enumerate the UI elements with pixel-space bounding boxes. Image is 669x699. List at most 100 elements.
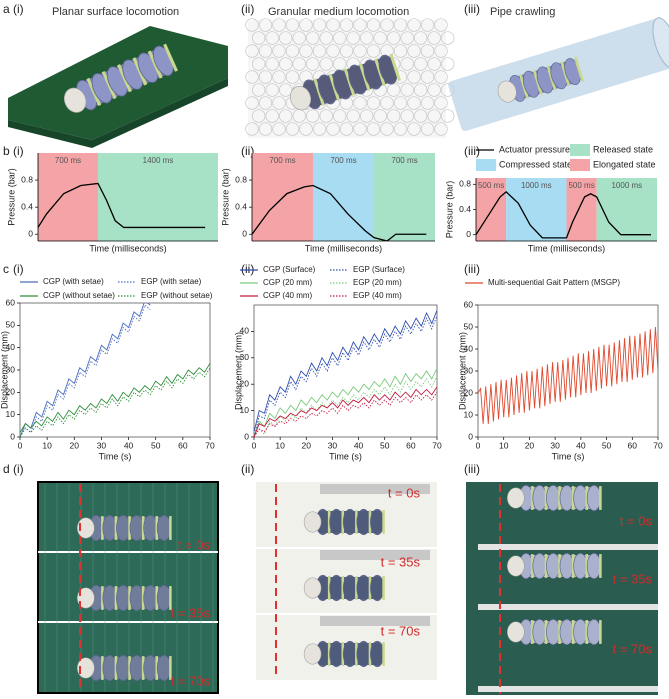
grain — [299, 18, 313, 32]
robot-ring — [328, 73, 341, 101]
x-tick-label: 10 — [499, 440, 509, 450]
data-line — [20, 363, 210, 433]
grain — [333, 109, 347, 123]
robot-tip — [290, 85, 312, 111]
x-tick-label: 30 — [550, 440, 560, 450]
robot-segment — [586, 552, 602, 580]
x-axis-label: Time (s) — [99, 451, 132, 461]
grain — [272, 70, 286, 84]
chart: (i) 0 10 20 30 40 50 60 0 10 20 30 40 50 60 70 Time (s) D… — [0, 262, 215, 461]
robot-tip — [497, 80, 517, 103]
data-line — [254, 386, 437, 437]
grain — [393, 44, 408, 58]
grain — [427, 83, 441, 97]
region-label: 1000 ms — [611, 181, 642, 190]
robot-ring — [343, 68, 356, 96]
grain — [427, 31, 441, 45]
robot — [77, 514, 172, 542]
legend-label: Compressed state — [499, 159, 572, 169]
robot-ring — [155, 656, 159, 680]
grain — [252, 57, 266, 71]
grain — [407, 18, 421, 32]
robot-tip — [507, 487, 525, 509]
legend-label: EGP (20 mm) — [353, 278, 402, 287]
robot-ring — [101, 586, 104, 610]
sub-label: (ii) — [241, 2, 254, 16]
x-tick-label: 30 — [328, 440, 338, 450]
x-tick-label: 70 — [653, 440, 663, 450]
x-tick-label: 20 — [302, 440, 312, 450]
grain — [366, 122, 381, 136]
robot-ring — [368, 642, 372, 666]
time-label: t = 0s — [620, 513, 653, 528]
data-line — [252, 184, 427, 241]
panel-letter: c — [3, 262, 9, 276]
robot-ring — [374, 58, 386, 87]
state-region — [596, 178, 657, 241]
grain — [252, 109, 266, 123]
state-region — [98, 153, 218, 241]
region-label: 700 ms — [391, 156, 417, 165]
robot — [303, 640, 385, 668]
robot-segment — [356, 574, 371, 602]
grain — [434, 122, 448, 136]
robot-ring — [327, 576, 331, 600]
y-tick-label: 20 — [464, 387, 474, 397]
grain — [258, 122, 273, 136]
grain — [387, 109, 401, 123]
robot-ring — [518, 74, 529, 99]
region-label: 1000 ms — [521, 181, 552, 190]
x-tick-label: 20 — [70, 440, 80, 450]
grain — [407, 44, 421, 58]
robot-ring — [546, 65, 557, 91]
robot-segment — [559, 484, 574, 512]
charts: (i) 700 ms 1400 ms 0 0.4 0.8 Time (millisecond… — [0, 144, 663, 461]
state-region — [38, 153, 98, 241]
legend-label: CGP (with setae) — [43, 277, 104, 286]
data-line — [38, 182, 206, 229]
sub-label: (i) — [13, 462, 24, 476]
robot — [507, 552, 602, 580]
grain — [353, 122, 367, 136]
robot-segment — [342, 640, 358, 668]
photo-labels: t = 0s t = 35s t = 70s t = 0s t = 35s t … — [171, 485, 653, 688]
grain — [312, 122, 327, 136]
legend-label: CGP (20 mm) — [263, 278, 313, 287]
robot-ring — [558, 620, 561, 644]
y-tick-label: 0 — [242, 228, 247, 238]
sub-label: (iii) — [464, 144, 480, 158]
grain — [380, 96, 394, 110]
robot-ring — [341, 642, 345, 666]
robot-ring — [355, 510, 358, 534]
state-region — [476, 178, 507, 241]
y-tick-label: 0.8 — [459, 179, 471, 189]
robot-segment — [559, 618, 574, 646]
robot-ring — [558, 554, 561, 578]
grain — [360, 109, 374, 123]
robot-ring — [141, 516, 145, 540]
x-tick-label: 0 — [476, 440, 481, 450]
grain — [272, 44, 286, 58]
grain — [292, 57, 306, 71]
grain — [393, 96, 408, 110]
sub-label: (i) — [13, 262, 24, 276]
ruler — [478, 686, 658, 692]
robot-segment — [370, 640, 385, 668]
grain — [434, 18, 448, 32]
robot-ring — [585, 486, 589, 510]
grain — [326, 44, 340, 58]
y-tick-label: 0 — [468, 431, 473, 441]
grain — [299, 122, 313, 136]
grain — [373, 31, 387, 45]
region-label: 1400 ms — [143, 156, 174, 165]
robot-segment — [356, 640, 371, 668]
grain — [265, 83, 279, 97]
sub-label: (iii) — [464, 462, 480, 476]
robot-ring — [382, 642, 385, 666]
x-tick-label: 70 — [205, 440, 215, 450]
robot-ring — [544, 554, 548, 578]
robot-segment — [356, 508, 371, 536]
grain — [420, 122, 435, 136]
grain — [258, 96, 273, 110]
robot-segment — [546, 552, 561, 580]
